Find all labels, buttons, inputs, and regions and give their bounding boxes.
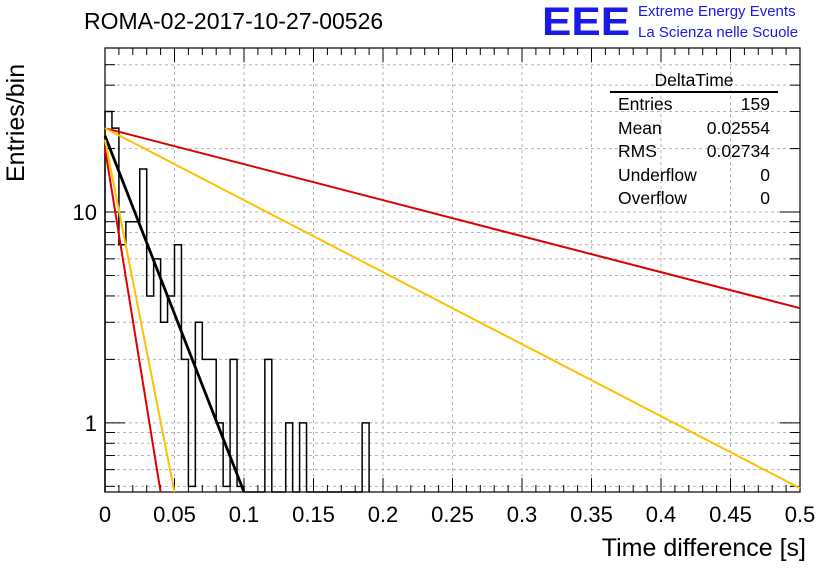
- x-tick-label: 0.45: [709, 502, 752, 527]
- fit-line: [104, 127, 801, 310]
- stats-row-underflow: Underflow 0: [610, 164, 778, 188]
- fit-line: [103, 135, 246, 493]
- stats-label: Underflow: [618, 164, 697, 185]
- x-tick-label: 0.25: [431, 502, 474, 527]
- eee-logo: EEE: [542, 0, 631, 45]
- fit-line: [104, 127, 801, 490]
- stats-value: 0: [760, 188, 770, 208]
- x-tick-label: 0.3: [507, 502, 538, 527]
- plot-title: ROMA-02-2017-10-27-00526: [84, 8, 384, 34]
- stats-row-entries: Entries 159: [610, 93, 778, 117]
- x-tick-label: 0.1: [229, 502, 260, 527]
- stats-value: 0: [760, 164, 770, 185]
- fit-line: [104, 139, 176, 493]
- x-tick-label: 0: [99, 502, 111, 527]
- x-axis-label: Time difference [s]: [601, 534, 806, 562]
- x-tick-label: 0.35: [570, 502, 613, 527]
- stats-box: DeltaTime Entries 159 Mean 0.02554 RMS 0…: [610, 70, 778, 211]
- stats-value: 159: [740, 94, 770, 114]
- stats-row-mean: Mean 0.02554: [610, 117, 778, 141]
- x-tick-label: 0.05: [153, 502, 196, 527]
- logo-line-2: La Scienza nelle Scuole: [638, 24, 799, 41]
- y-tick-labels: 1 10: [73, 200, 97, 436]
- stats-row-rms: RMS 0.02734: [610, 140, 778, 164]
- fit-lines: [103, 127, 801, 493]
- axis-ticks: [104, 48, 801, 492]
- logo-line-1: Extreme Energy Events: [638, 3, 796, 20]
- y-axis-label: Entries/bin: [2, 63, 30, 182]
- grid-lines: [105, 48, 800, 492]
- stats-label: RMS: [618, 141, 657, 161]
- histogram: [104, 110, 370, 493]
- stats-row-overflow: Overflow 0: [610, 187, 778, 211]
- x-tick-label: 0.4: [646, 502, 677, 527]
- stats-label: Mean: [618, 117, 662, 138]
- stats-value: 0.02554: [706, 117, 770, 138]
- x-tick-labels: 0 0.05 0.1 0.15 0.2 0.25 0.3 0.35 0.4 0.45 0.5: [99, 502, 815, 527]
- y-tick-label: 10: [73, 200, 97, 225]
- stats-value: 0.02734: [706, 141, 770, 161]
- x-tick-label: 0.15: [292, 502, 335, 527]
- stats-label: Entries: [618, 94, 673, 114]
- stats-title: DeltaTime: [610, 70, 778, 93]
- x-tick-label: 0.2: [368, 502, 399, 527]
- histogram-outline: [104, 110, 370, 493]
- x-tick-label: 0.5: [785, 502, 816, 527]
- stats-label: Overflow: [618, 188, 688, 208]
- y-tick-label: 1: [85, 411, 97, 436]
- fit-line: [104, 148, 162, 493]
